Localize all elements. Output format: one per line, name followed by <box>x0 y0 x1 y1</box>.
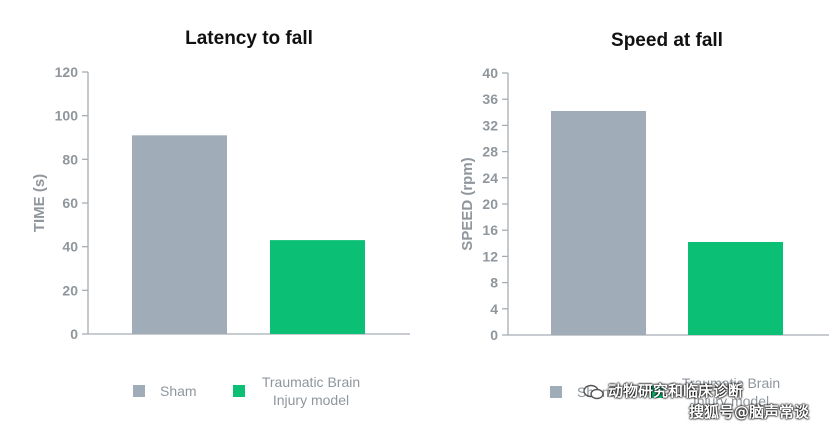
bar-tbi <box>688 241 783 335</box>
legend-label-tbi-line1: Traumatic Brain <box>262 374 360 390</box>
y-tick-label: 40 <box>482 65 498 81</box>
y-tick-label: 40 <box>62 239 78 255</box>
y-tick-label: 12 <box>482 248 498 264</box>
legend-label-tbi-line2: Injury model <box>273 392 349 408</box>
y-tick-label: 32 <box>482 117 498 133</box>
chart-title: Speed at fall <box>611 30 723 51</box>
bar-sham <box>551 110 646 336</box>
y-tick-label: 4 <box>490 301 498 317</box>
y-tick-label: 0 <box>70 326 78 342</box>
wechat-icon <box>583 384 605 400</box>
y-tick-label: 24 <box>482 170 498 186</box>
y-tick-label: 0 <box>490 327 498 343</box>
bar-sham <box>132 135 227 334</box>
y-tick-label: 16 <box>482 222 498 238</box>
legend-swatch-tbi <box>651 386 663 398</box>
bar-tbi <box>270 240 365 334</box>
y-tick-label: 8 <box>490 275 498 291</box>
y-tick-label: 36 <box>482 91 498 107</box>
y-tick-label: 20 <box>62 282 78 298</box>
latency-chart: Latency to fall 0 20 40 60 80 100 120 TIME (s) Sh… <box>31 28 410 408</box>
y-tick-label: 20 <box>482 196 498 212</box>
y-axis-label: TIME (s) <box>31 174 48 232</box>
legend-label-sham: Sham <box>160 383 197 399</box>
legend-swatch-tbi <box>233 385 245 397</box>
speed-chart: Speed at fall 0 4 8 12 16 20 24 28 32 36 40 SPEED (r… <box>459 30 829 409</box>
legend-label-tbi-line2: Injury model <box>693 393 769 409</box>
y-tick-label: 100 <box>55 108 79 124</box>
watermark-line-1: 动物研究和临床诊断 <box>608 382 744 400</box>
watermark-line-2: 搜狐号@脑声常谈 <box>689 403 810 421</box>
legend-swatch-sham <box>133 385 145 397</box>
y-axis-label: SPEED (rpm) <box>459 157 476 250</box>
y-tick-label: 120 <box>55 64 79 80</box>
y-tick-label: 80 <box>62 151 78 167</box>
legend-label-tbi-line1: Traumatic Brain <box>682 375 780 391</box>
legend-swatch-sham <box>550 386 562 398</box>
y-tick-label: 60 <box>62 195 78 211</box>
y-tick-label: 28 <box>482 144 498 160</box>
chart-title: Latency to fall <box>185 28 313 49</box>
